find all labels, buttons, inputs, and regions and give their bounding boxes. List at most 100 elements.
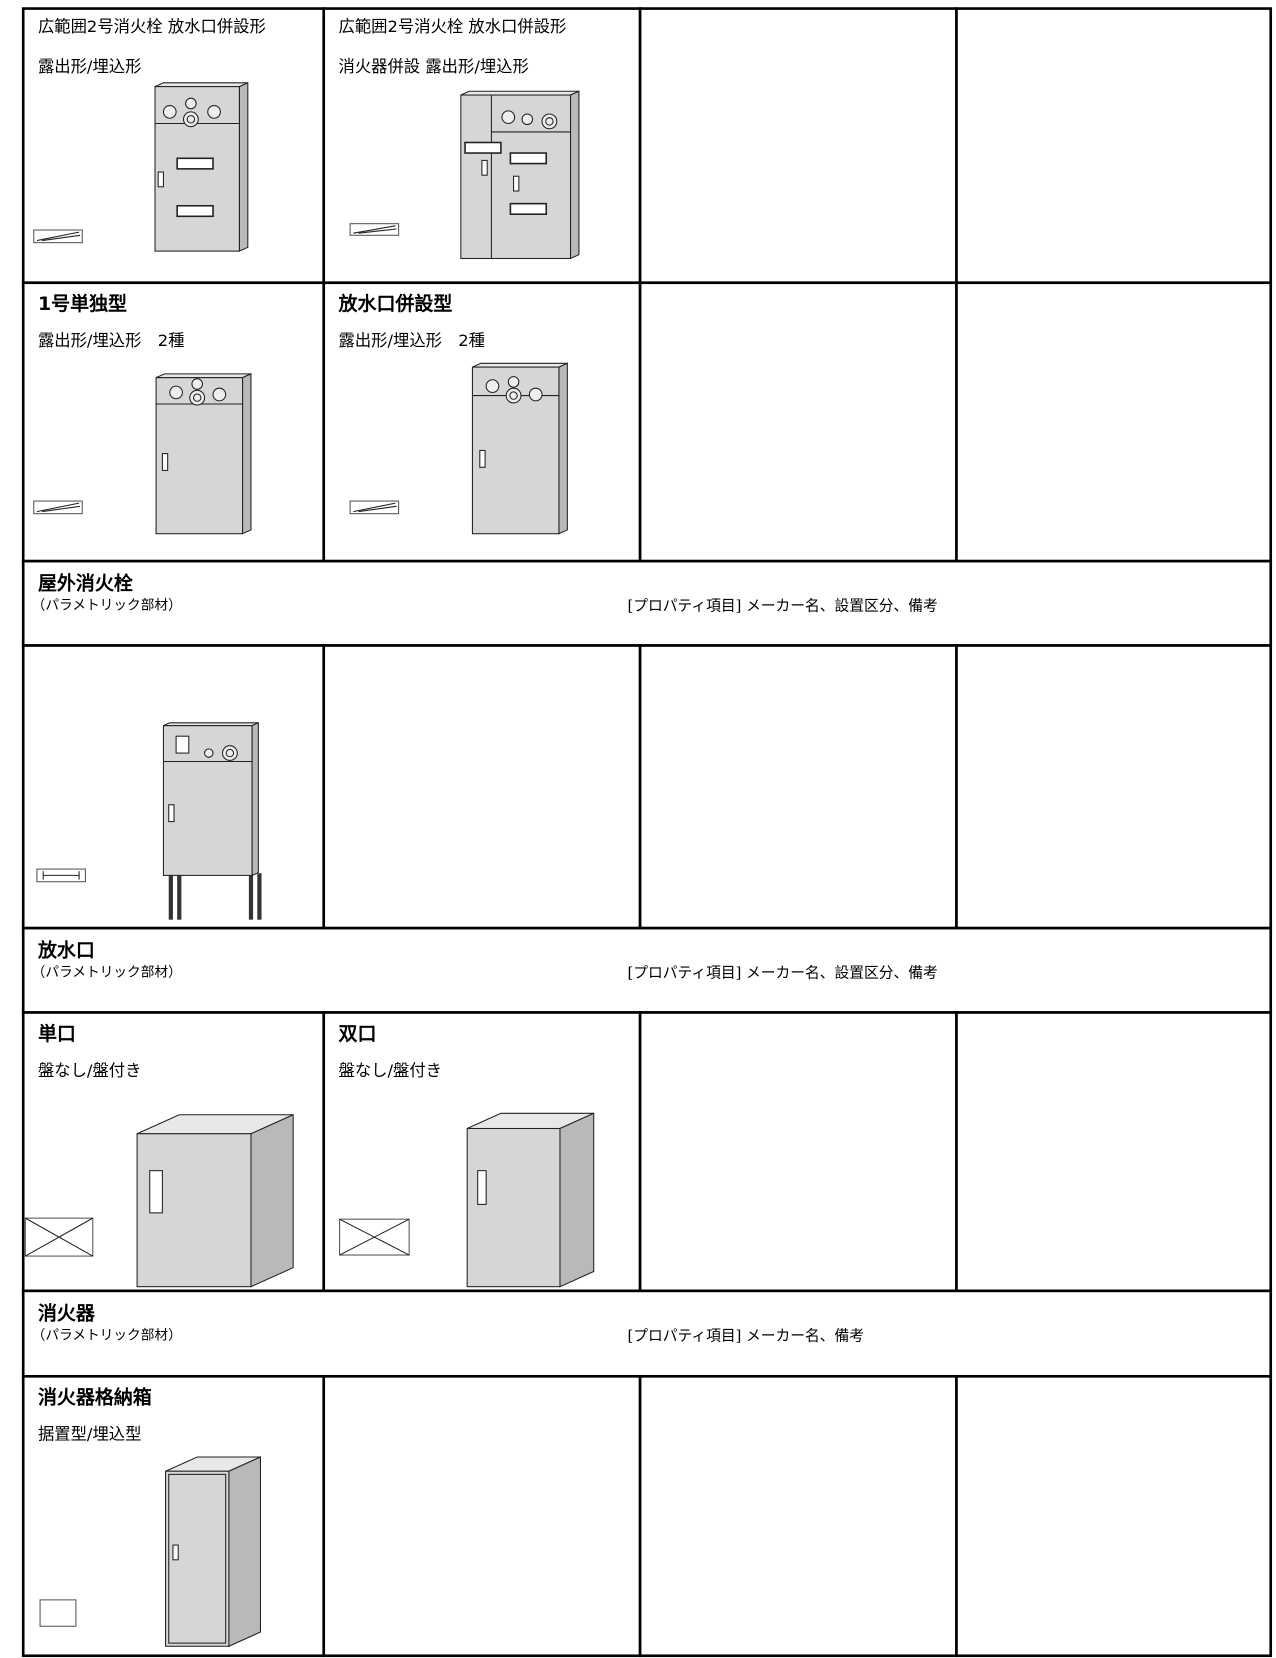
valve	[541, 113, 558, 130]
plan-symbol	[39, 1599, 77, 1627]
illustration	[349, 90, 580, 260]
door	[168, 1473, 227, 1644]
cell-title: 消火器格納箱	[38, 1386, 152, 1409]
valve	[501, 110, 516, 125]
edge	[25, 1217, 94, 1257]
valve-inner	[225, 748, 235, 758]
cabinet-side	[569, 90, 580, 260]
cabinet-side	[228, 1456, 261, 1648]
cell-subtitle: 露出形/埋込形 2種	[38, 331, 185, 350]
cell	[638, 1011, 958, 1293]
illustration	[339, 1112, 595, 1288]
edge	[339, 1218, 410, 1256]
cell-title: 広範囲2号消火栓 放水口併設形	[38, 17, 266, 36]
cell	[322, 1374, 642, 1658]
cell-subtitle: 盤なし/盤付き	[339, 1061, 442, 1080]
properties: [プロパティ項目] メーカー名、設置区分、備考	[627, 598, 937, 615]
label-plate	[464, 141, 502, 154]
edge	[358, 228, 397, 234]
cabinet-side	[238, 81, 249, 252]
cell-subtitle: 盤なし/盤付き	[38, 1061, 141, 1080]
cell	[955, 644, 1273, 930]
cell	[638, 1374, 958, 1658]
handle	[513, 175, 520, 192]
valve	[221, 745, 238, 761]
valve-inner	[192, 393, 202, 402]
cabinet-top	[155, 373, 252, 379]
cell	[955, 7, 1273, 285]
valve-inner	[509, 391, 518, 400]
cell	[638, 644, 958, 930]
cell	[955, 1011, 1273, 1293]
cell-title: 広範囲2号消火栓 放水口併設形	[339, 17, 567, 36]
valve	[507, 376, 520, 388]
edge	[358, 505, 397, 513]
cell	[955, 281, 1273, 563]
cabinet-top	[154, 82, 249, 88]
cell	[322, 644, 642, 930]
edge	[42, 505, 81, 513]
valve-inner	[186, 115, 196, 124]
edge	[353, 502, 396, 513]
edge	[42, 234, 81, 242]
cell	[638, 281, 958, 563]
section-note: （パラメトリック部材）	[32, 965, 182, 981]
cabinet-top	[472, 362, 568, 368]
valve	[182, 111, 199, 128]
valve	[505, 387, 522, 404]
label-plate	[509, 202, 548, 215]
section-note: （パラメトリック部材）	[32, 598, 182, 614]
properties: [プロパティ項目] メーカー名、備考	[627, 1327, 864, 1344]
cell	[638, 7, 958, 285]
cabinet-side	[250, 1113, 294, 1288]
section-title: 放水口	[37, 939, 95, 962]
cell-subtitle: 露出形/埋込形	[38, 57, 141, 76]
illustration	[36, 721, 262, 920]
valve	[521, 113, 534, 126]
cell-subtitle: 露出形/埋込形 2種	[339, 331, 486, 350]
handle	[149, 1170, 163, 1214]
cabinet-side	[242, 373, 252, 535]
valve	[207, 105, 221, 119]
leg	[257, 873, 262, 920]
cabinet-side	[559, 1112, 595, 1288]
valve	[204, 748, 214, 758]
edge	[353, 225, 396, 234]
section-title: 屋外消火栓	[38, 572, 133, 595]
handle	[172, 1544, 179, 1561]
valve	[185, 97, 197, 110]
handle	[479, 449, 486, 468]
edge	[36, 231, 80, 242]
cell-title: 双口	[339, 1023, 377, 1045]
valve	[162, 105, 177, 119]
cabinet-front	[466, 1127, 561, 1288]
cell	[955, 1374, 1273, 1658]
cell-subtitle: 消火器併設 露出形/埋込形	[339, 57, 529, 76]
valve	[189, 389, 206, 406]
handle	[168, 804, 175, 823]
cell-title: 単口	[38, 1022, 76, 1045]
illustration	[24, 1113, 294, 1288]
handle	[157, 171, 164, 188]
valve	[169, 385, 183, 400]
valve	[191, 378, 203, 390]
valve	[528, 387, 543, 402]
cabinet-top	[460, 90, 580, 96]
cell-subtitle: 据置型/埋込型	[38, 1425, 141, 1444]
leg	[177, 873, 182, 920]
valve-inner	[545, 117, 554, 126]
valve	[485, 379, 500, 393]
label-plate	[509, 152, 548, 165]
section-note: （パラメトリック部材）	[32, 1327, 182, 1343]
valve	[212, 387, 227, 402]
handle	[161, 453, 169, 471]
section-title: 消火器	[38, 1301, 96, 1324]
edge	[36, 502, 80, 513]
illustration	[349, 362, 568, 535]
handle	[481, 159, 488, 176]
leg	[168, 873, 173, 920]
properties: [プロパティ項目] メーカー名、設置区分、備考	[627, 965, 937, 982]
leg	[248, 873, 254, 920]
